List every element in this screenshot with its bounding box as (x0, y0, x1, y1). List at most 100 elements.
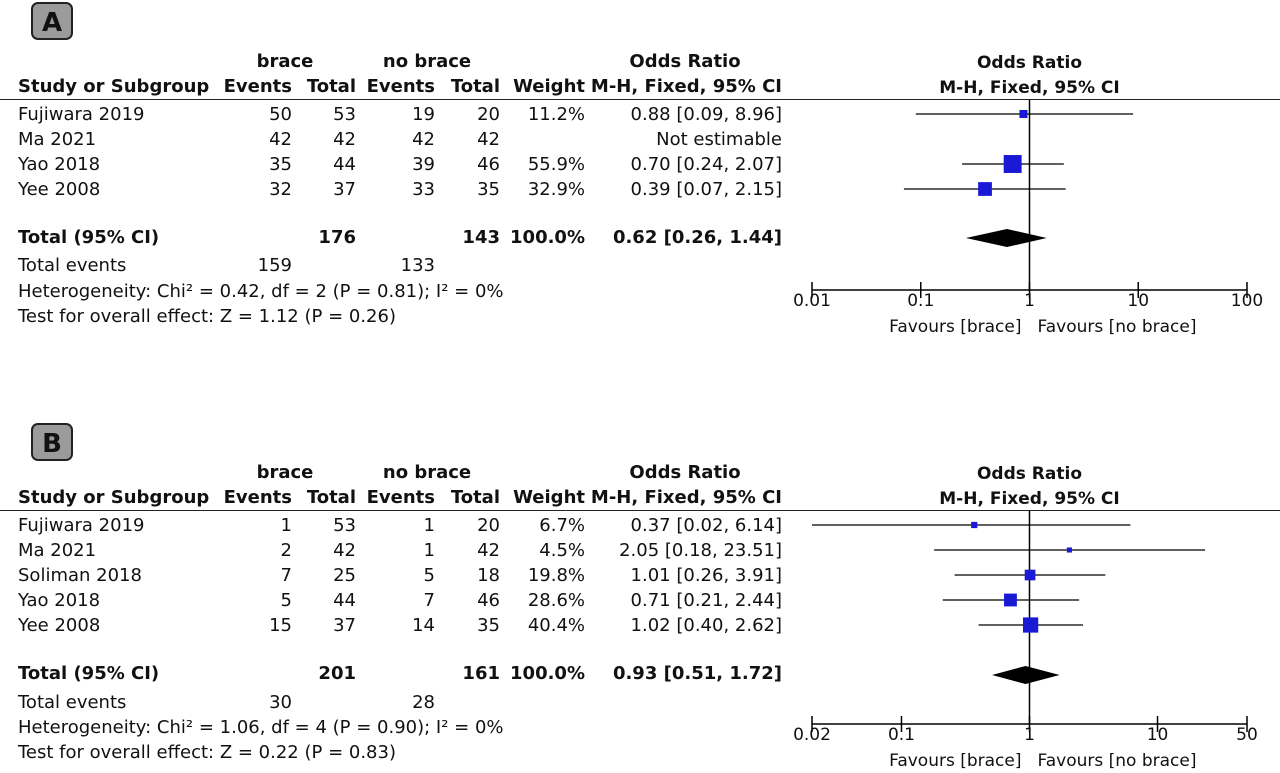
control-events: 42 (412, 129, 435, 150)
control-events: 1 (423, 540, 435, 561)
control-total: 42 (477, 540, 500, 561)
study-column-header: Study or Subgroup (18, 487, 210, 508)
experimental-total-header: Total (306, 76, 356, 97)
control-total: 42 (477, 129, 500, 150)
experimental-events: 7 (280, 565, 292, 586)
total-weight: 100.0% (510, 663, 585, 684)
group-header-experimental: brace (256, 51, 314, 72)
study-effect-marker (1066, 547, 1072, 553)
control-events: 33 (412, 179, 435, 200)
control-total: 35 (477, 179, 500, 200)
x-axis-tick-label: 0.1 (907, 291, 934, 311)
study-odds-ratio-ci: 0.71 [0.21, 2.44] (630, 590, 782, 611)
experimental-events: 42 (269, 129, 292, 150)
experimental-total: 44 (333, 590, 356, 611)
control-events: 39 (412, 154, 435, 175)
study-weight: 4.5% (539, 540, 585, 561)
panel-label-badge: B (31, 423, 73, 461)
weight-column-header: Weight (513, 487, 585, 508)
control-total: 46 (477, 154, 500, 175)
odds-ratio-method-header: M-H, Fixed, 95% CI (590, 76, 782, 97)
favours-right-label: Favours [no brace] (1038, 317, 1197, 337)
forest-plot-a: Odds Ratio M-H, Fixed, 95% CI 0.01 0.1 1 10 10… (793, 53, 1263, 337)
study-odds-ratio-ci: 0.39 [0.07, 2.15] (630, 179, 782, 200)
control-total: 20 (477, 515, 500, 536)
control-events: 19 (412, 104, 435, 125)
header-divider (0, 99, 1280, 100)
experimental-grand-total: 176 (318, 227, 356, 248)
study-name: Ma 2021 (18, 129, 97, 150)
study-odds-ratio-ci: 1.01 [0.26, 3.91] (630, 565, 782, 586)
experimental-events: 35 (269, 154, 292, 175)
study-name: Soliman 2018 (18, 565, 142, 586)
control-total: 35 (477, 615, 500, 636)
x-axis-tick-label: 0.01 (793, 291, 831, 311)
study-name: Ma 2021 (18, 540, 97, 561)
x-axis-tick-label: 1 (1024, 725, 1035, 745)
control-total-header: Total (450, 76, 500, 97)
study-effect-marker (1004, 593, 1017, 607)
experimental-total: 42 (333, 540, 356, 561)
forest-panel-a: A brace no brace Odds Ratio Study or Sub… (0, 0, 1280, 386)
header-divider (0, 510, 1280, 511)
overall-effect-test: Test for overall effect: Z = 0.22 (P = 0… (18, 742, 396, 763)
control-grand-total: 161 (462, 663, 500, 684)
study-odds-ratio-ci: 1.02 [0.40, 2.62] (630, 615, 782, 636)
plot-header-method: M-H, Fixed, 95% CI (939, 489, 1119, 509)
group-header-experimental: brace (256, 462, 314, 483)
study-effect-marker (1024, 569, 1036, 581)
heterogeneity-stat: Heterogeneity: Chi² = 1.06, df = 4 (P = … (18, 717, 504, 738)
study-effect-marker (1019, 109, 1028, 119)
experimental-total: 53 (333, 104, 356, 125)
study-odds-ratio-ci: 2.05 [0.18, 23.51] (619, 540, 782, 561)
favours-left-label: Favours [brace] (889, 751, 1021, 771)
experimental-total: 25 (333, 565, 356, 586)
study-weight: 28.6% (527, 590, 585, 611)
control-events-header: Events (366, 487, 435, 508)
experimental-total-events: 30 (269, 692, 292, 713)
plot-header-method: M-H, Fixed, 95% CI (939, 78, 1119, 98)
x-axis-tick-label: 10 (1127, 291, 1149, 311)
control-grand-total: 143 (462, 227, 500, 248)
study-weight: 19.8% (527, 565, 585, 586)
experimental-total-events: 159 (257, 255, 292, 276)
study-effect-marker (1003, 155, 1022, 173)
experimental-total: 42 (333, 129, 356, 150)
control-total: 18 (477, 565, 500, 586)
pooled-effect-diamond (965, 229, 1047, 247)
experimental-total-header: Total (306, 487, 356, 508)
study-odds-ratio-ci: 0.70 [0.24, 2.07] (630, 154, 782, 175)
study-name: Yao 2018 (18, 154, 101, 175)
control-total-header: Total (450, 487, 500, 508)
favours-left-label: Favours [brace] (889, 317, 1021, 337)
pooled-odds-ratio-ci: 0.93 [0.51, 1.72] (612, 663, 782, 684)
x-axis-tick-label: 10 (1147, 725, 1169, 745)
experimental-events: 50 (269, 104, 292, 125)
study-odds-ratio-ci: 0.37 [0.02, 6.14] (630, 515, 782, 536)
experimental-total: 53 (333, 515, 356, 536)
study-effect-marker (978, 182, 992, 196)
total-events-label: Total events (18, 692, 127, 713)
study-weight: 11.2% (527, 104, 585, 125)
favours-right-label: Favours [no brace] (1038, 751, 1197, 771)
experimental-events: 5 (280, 590, 292, 611)
pooled-effect-diamond (992, 666, 1060, 684)
study-effect-marker (1022, 617, 1039, 633)
experimental-grand-total: 201 (318, 663, 356, 684)
experimental-events: 32 (269, 179, 292, 200)
study-odds-ratio-ci: 0.88 [0.09, 8.96] (630, 104, 782, 125)
control-total: 20 (477, 104, 500, 125)
total-label: Total (95% CI) (18, 663, 160, 684)
forest-panel-b: B brace no brace Odds Ratio Study or Sub… (0, 411, 1280, 773)
control-events-header: Events (366, 76, 435, 97)
x-axis-tick-label: 100 (1231, 291, 1263, 311)
study-effect-marker (971, 521, 978, 529)
panel-label-badge: A (31, 2, 73, 40)
study-name: Fujiwara 2019 (18, 515, 145, 536)
experimental-events-header: Events (223, 487, 292, 508)
pooled-odds-ratio-ci: 0.62 [0.26, 1.44] (612, 227, 782, 248)
control-events: 5 (423, 565, 435, 586)
total-label: Total (95% CI) (18, 227, 160, 248)
study-name: Yao 2018 (18, 590, 101, 611)
experimental-events: 2 (280, 540, 292, 561)
